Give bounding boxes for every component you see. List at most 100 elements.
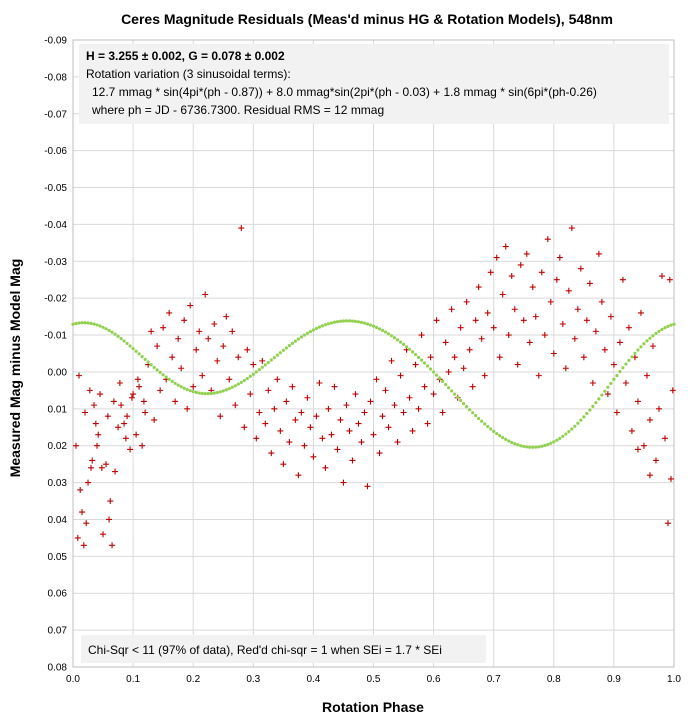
rotation-label-text: Rotation variation (3 sinusoidal terms): bbox=[86, 67, 291, 81]
model-curve-point bbox=[621, 366, 625, 370]
model-curve-point bbox=[591, 404, 595, 408]
model-curve-point bbox=[83, 321, 87, 325]
data-point bbox=[265, 387, 272, 394]
data-point bbox=[472, 317, 479, 324]
model-curve-point bbox=[531, 445, 535, 449]
data-point bbox=[550, 350, 557, 357]
model-curve-point bbox=[368, 323, 373, 327]
data-point bbox=[154, 343, 161, 350]
data-point bbox=[442, 339, 449, 346]
model-curve-point bbox=[441, 379, 445, 383]
y-tick-label: -0.09 bbox=[44, 36, 67, 47]
data-point bbox=[394, 439, 401, 446]
model-curve-point bbox=[567, 430, 571, 434]
x-axis-title: Rotation Phase bbox=[322, 699, 424, 715]
model-curve-point bbox=[389, 334, 394, 338]
model-curve-point bbox=[119, 337, 123, 341]
data-point bbox=[130, 391, 137, 398]
data-point bbox=[370, 431, 377, 438]
model-curve-point bbox=[459, 398, 463, 403]
data-point bbox=[122, 435, 129, 442]
model-curve-point bbox=[128, 344, 132, 348]
data-point bbox=[553, 276, 560, 283]
data-point bbox=[616, 339, 623, 346]
data-point bbox=[583, 317, 590, 324]
y-tick-labels: -0.09 -0.08 -0.07 -0.06 -0.05 -0.04 -0.03 -0.02… bbox=[44, 36, 67, 674]
data-point bbox=[565, 287, 572, 294]
y-tick-label: 0.06 bbox=[48, 589, 68, 600]
data-point bbox=[409, 427, 416, 434]
y-tick-label: 0.07 bbox=[48, 626, 68, 637]
data-point bbox=[181, 317, 188, 324]
data-point bbox=[514, 361, 521, 368]
x-tick-label: 0.4 bbox=[306, 674, 320, 685]
model-curve-point bbox=[182, 386, 186, 390]
data-point bbox=[352, 391, 359, 398]
data-point bbox=[418, 332, 425, 339]
model-curve-point bbox=[71, 322, 75, 326]
data-point bbox=[433, 317, 440, 324]
data-point bbox=[505, 332, 512, 339]
model-curve-point bbox=[447, 386, 451, 390]
x-tick-label: 0.3 bbox=[246, 674, 260, 685]
data-point bbox=[340, 479, 347, 486]
data-point bbox=[109, 542, 116, 549]
model-curve-point bbox=[564, 432, 568, 436]
data-point bbox=[157, 387, 164, 394]
data-point bbox=[98, 464, 105, 471]
data-point bbox=[292, 416, 299, 423]
model-curve-point bbox=[555, 438, 559, 442]
data-point bbox=[127, 446, 134, 453]
model-curve-point bbox=[639, 345, 643, 349]
model-curve-point bbox=[422, 361, 427, 365]
model-curve-point bbox=[419, 358, 424, 362]
plot-area-border bbox=[72, 39, 675, 668]
model-curve-point bbox=[453, 392, 457, 396]
data-point bbox=[556, 254, 563, 261]
data-point bbox=[169, 354, 176, 361]
data-point bbox=[445, 368, 452, 375]
model-curve-point bbox=[543, 443, 547, 448]
data-point bbox=[619, 276, 626, 283]
model-curve-point bbox=[465, 405, 469, 409]
data-point bbox=[460, 365, 467, 372]
model-curve-point bbox=[663, 326, 667, 330]
data-point bbox=[166, 309, 173, 316]
model-curve-point bbox=[609, 381, 613, 385]
model-curve-point bbox=[338, 319, 343, 323]
chart-title: Ceres Magnitude Residuals (Meas'd minus … bbox=[121, 11, 613, 27]
data-point bbox=[116, 380, 123, 387]
data-point bbox=[475, 284, 482, 291]
data-point bbox=[406, 394, 413, 401]
data-point bbox=[136, 383, 143, 390]
data-point bbox=[316, 380, 323, 387]
model-curve-point bbox=[323, 323, 328, 327]
y-tick-label: -0.01 bbox=[44, 331, 67, 342]
model-curve-point bbox=[212, 391, 216, 395]
model-curve-point bbox=[161, 373, 165, 377]
model-curve-point bbox=[510, 440, 514, 445]
model-curve-point bbox=[341, 319, 346, 323]
model-curve-point bbox=[404, 345, 409, 349]
model-curve-point bbox=[594, 401, 598, 405]
data-point bbox=[280, 461, 287, 468]
model-curve-point bbox=[645, 339, 649, 343]
model-curve-point bbox=[143, 357, 147, 361]
data-point bbox=[649, 343, 656, 350]
model-curve-point bbox=[407, 347, 412, 351]
model-curve-point bbox=[425, 364, 430, 368]
model-curve-point bbox=[504, 437, 508, 441]
model-curve-point bbox=[356, 320, 361, 324]
model-curve-point bbox=[293, 339, 297, 343]
model-curve-point bbox=[311, 328, 315, 332]
data-point bbox=[319, 435, 326, 442]
model-curve-point bbox=[552, 440, 556, 444]
data-point bbox=[586, 280, 593, 287]
model-curve-point bbox=[477, 416, 481, 421]
data-point bbox=[304, 394, 311, 401]
data-point bbox=[91, 402, 98, 409]
data-point bbox=[367, 398, 374, 405]
data-point bbox=[625, 324, 632, 331]
model-curve-point bbox=[516, 443, 520, 447]
data-point bbox=[580, 354, 587, 361]
